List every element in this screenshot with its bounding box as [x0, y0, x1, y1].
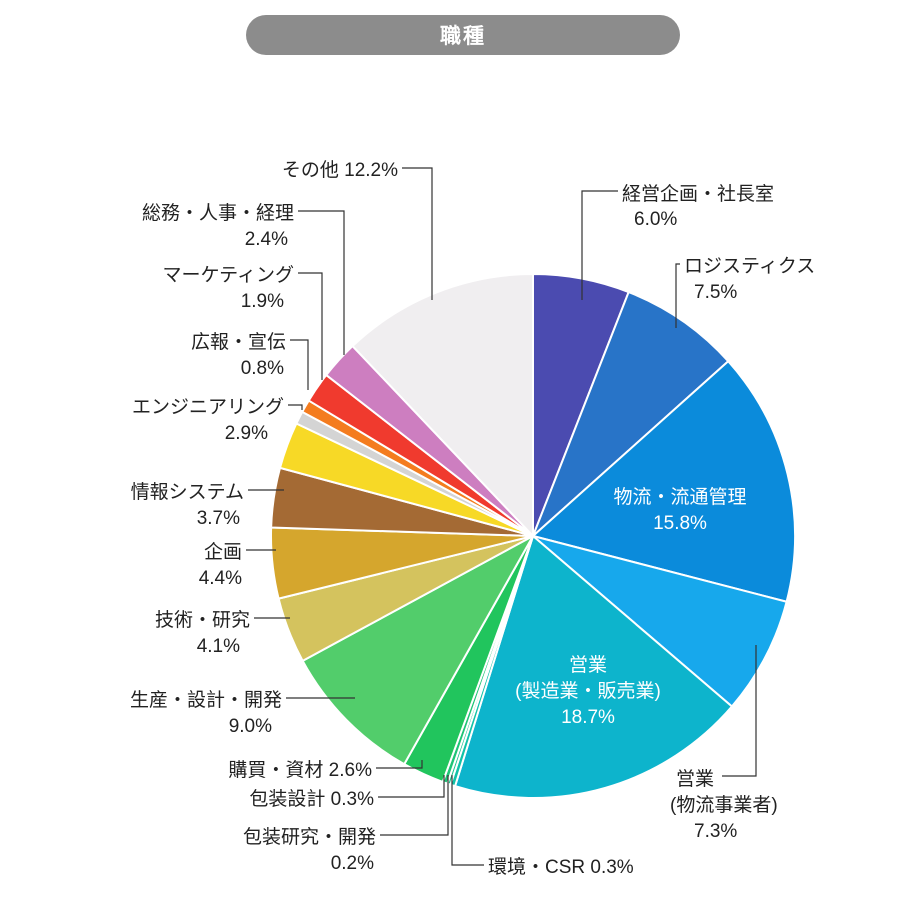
- label-koho-name: 広報・宣伝: [191, 331, 286, 353]
- label-logi-value: 7.5%: [694, 282, 737, 303]
- label-kikaku-name: 企画: [204, 541, 242, 563]
- leader-kobai: [376, 760, 423, 769]
- label-eigyo-b-name: 営業: [676, 768, 714, 790]
- label-seisan-name: 生産・設計・開発: [130, 689, 282, 711]
- label-eigyo-s-name: 営業: [569, 654, 607, 676]
- label-sonota: その他 12.2%: [282, 159, 398, 181]
- pie-slice-4: [454, 535, 733, 799]
- pie-slice-2: [532, 360, 796, 603]
- leader-lines: [246, 167, 757, 866]
- label-butsuryu-value: 15.8%: [653, 513, 707, 534]
- label-somu-value: 2.4%: [245, 229, 288, 250]
- leader-hoso-sekkei: [378, 775, 445, 798]
- slice-labels: 経営企画・社長室 6.0% ロジスティクス 7.5% 物流・流通管理 15.8%…: [130, 159, 815, 878]
- leader-eng: [288, 404, 303, 410]
- leader-koho: [290, 339, 309, 390]
- label-eigyo-b-sub: (物流事業者): [670, 794, 778, 816]
- label-eng-name: エンジニアリング: [132, 396, 284, 418]
- label-seisan-value: 9.0%: [229, 716, 272, 737]
- label-kobai: 購買・資材 2.6%: [228, 759, 372, 781]
- label-joho-value: 3.7%: [197, 508, 240, 529]
- label-eigyo-b-value: 7.3%: [694, 821, 737, 842]
- label-hoso-kenkyu-value: 0.2%: [331, 853, 374, 874]
- pie-slices: [270, 273, 796, 799]
- leader-logi: [675, 263, 680, 328]
- pie-slice-3: [532, 535, 788, 708]
- pie-slice-9: [301, 535, 534, 766]
- chart-title: 職種: [440, 25, 486, 48]
- leader-keiei: [581, 190, 618, 300]
- pie-slice-1: [532, 291, 730, 537]
- label-keiei-value: 6.0%: [634, 209, 677, 230]
- label-eigyo-s-sub: (製造業・販売業): [515, 680, 661, 702]
- label-gijutsu-name: 技術・研究: [155, 609, 250, 631]
- label-koho-value: 0.8%: [241, 358, 284, 379]
- label-eigyo-s-value: 18.7%: [561, 707, 615, 728]
- leader-kankyo: [451, 775, 484, 866]
- title-pill: 職種: [246, 15, 680, 55]
- label-mkt-value: 1.9%: [241, 291, 284, 312]
- label-joho-name: 情報システム: [131, 481, 244, 503]
- label-kikaku-value: 4.4%: [199, 568, 242, 589]
- label-kankyo: 環境・CSR 0.3%: [488, 856, 634, 878]
- leader-somu: [298, 210, 345, 355]
- label-gijutsu-value: 4.1%: [197, 636, 240, 657]
- pie-slice-18: [351, 273, 534, 537]
- leader-sonota: [402, 167, 433, 300]
- label-hoso-kenkyu-name: 包装研究・開発: [243, 826, 376, 848]
- leader-hoso-kenkyu: [380, 775, 449, 836]
- leader-mkt: [298, 272, 323, 380]
- label-somu-name: 総務・人事・経理: [142, 202, 294, 224]
- label-logi-name: ロジスティクス: [684, 255, 815, 277]
- label-mkt-name: マーケティング: [163, 264, 294, 286]
- label-butsuryu-name: 物流・流通管理: [613, 486, 746, 508]
- label-hoso-sekkei: 包装設計 0.3%: [249, 788, 374, 810]
- label-eng-value: 2.9%: [225, 423, 268, 444]
- leader-eigyo-b: [722, 645, 757, 777]
- label-keiei-name: 経営企画・社長室: [622, 183, 774, 205]
